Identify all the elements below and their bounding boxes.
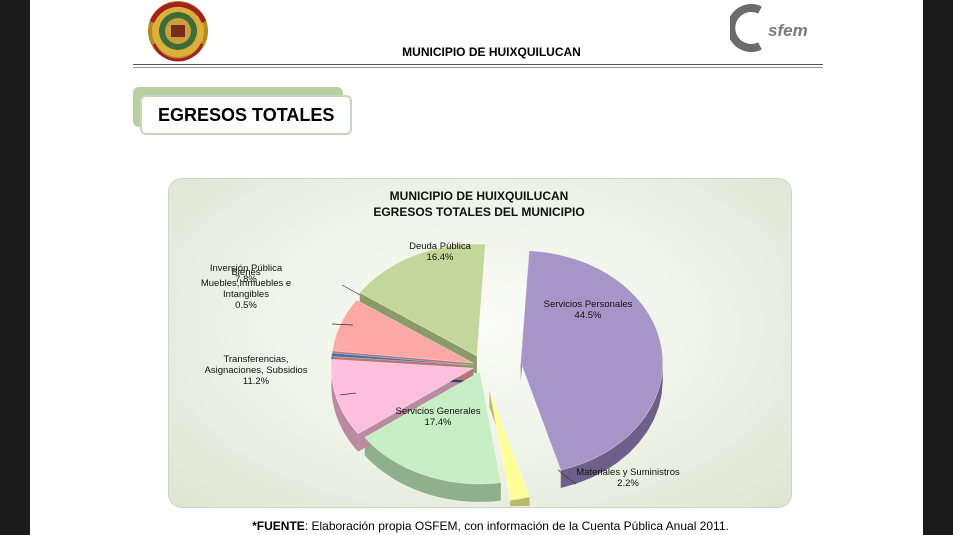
slice-label-servicios-generales: Servicios Generales 17.4% bbox=[395, 406, 480, 428]
osfem-logo: sfem bbox=[727, 4, 822, 52]
pie-slice-deuda-publica bbox=[359, 243, 486, 357]
pie-slice-servicios-personales bbox=[520, 250, 664, 471]
state-seal-logo bbox=[148, 1, 208, 62]
pie-chart: MUNICIPIO DE HUIXQUILUCAN EGRESOS TOTALE… bbox=[201, 189, 680, 506]
slice-label-servicios-personales: Servicios Personales 44.5% bbox=[544, 299, 633, 321]
pie-slices bbox=[331, 243, 664, 506]
section-title: EGRESOS TOTALES bbox=[158, 104, 335, 125]
pie-slice-transferencias bbox=[331, 359, 475, 435]
slice-label-transferencias: Transferencias, Asignaciones, Subsidios 11… bbox=[205, 354, 308, 387]
chart-title: MUNICIPIO DE HUIXQUILUCAN bbox=[390, 189, 569, 203]
leader-lines bbox=[331, 284, 577, 485]
slice-labels: Servicios Personales 44.5% Materiales y Su… bbox=[201, 241, 680, 489]
pie-slice-servicios-generales bbox=[364, 371, 502, 485]
source-footnote: *FUENTE: Elaboración propia OSFEM, con i… bbox=[30, 519, 923, 533]
leader-line-inversion-publica bbox=[341, 284, 361, 296]
page-header-title: MUNICIPIO DE HUIXQUILUCAN bbox=[402, 45, 581, 59]
footnote-text: : Elaboración propia OSFEM, con informac… bbox=[304, 519, 729, 533]
pie-slice-side-transferencias bbox=[331, 362, 359, 452]
slice-label-inversion-publica: Inversión Pública 7.8% bbox=[210, 263, 283, 285]
header-divider bbox=[133, 64, 823, 65]
leader-line-bienes-muebles bbox=[331, 323, 354, 326]
leader-line-transferencias bbox=[339, 392, 357, 396]
slice-label-bienes-muebles: Bienes Muebles,Inmuebles e Intangibles 0.5% bbox=[201, 267, 291, 311]
footnote-label: *FUENTE bbox=[252, 519, 305, 533]
section-title-box: EGRESOS TOTALES bbox=[140, 95, 352, 135]
pie-slice-side-servicios-generales bbox=[364, 437, 501, 502]
leader-line-materiales-suministros bbox=[557, 469, 577, 485]
pie-slice-bienes-muebles bbox=[331, 352, 474, 366]
slice-label-materiales-suministros: Materiales y Suministros 2.2% bbox=[576, 467, 680, 489]
document-page: sfem MUNICIPIO DE HUIXQUILUCAN EGRESOS T… bbox=[30, 0, 923, 535]
pie-slice-materiales-suministros bbox=[489, 389, 530, 501]
slice-label-deuda-publica: Deuda Pública 16.4% bbox=[409, 241, 472, 263]
pie-slice-side-servicios-personales bbox=[560, 362, 663, 489]
header-divider-secondary bbox=[133, 67, 823, 68]
osfem-logo-text: sfem bbox=[768, 21, 808, 40]
chart-subtitle: EGRESOS TOTALES DEL MUNICIPIO bbox=[373, 205, 584, 219]
